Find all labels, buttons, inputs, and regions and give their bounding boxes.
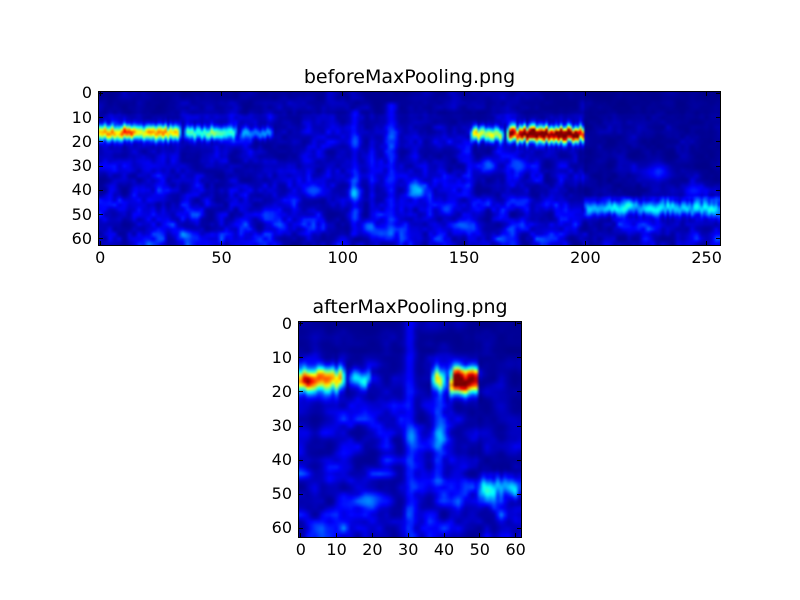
x-tick-label: 0: [295, 540, 306, 559]
y-tick-mark: [99, 189, 103, 191]
y-tick-mark: [517, 527, 521, 529]
x-tick-mark: [584, 241, 586, 245]
y-tick-mark: [299, 323, 303, 325]
y-tick-mark: [716, 165, 720, 167]
heatmap-image-after: [299, 322, 521, 537]
y-tick-label: 40: [71, 180, 92, 200]
x-tick-mark: [342, 92, 344, 96]
x-tick-label: 30: [398, 540, 419, 559]
x-tick-mark: [371, 322, 373, 326]
y-tick-mark: [716, 141, 720, 143]
y-tick-label: 60: [71, 228, 92, 248]
chart-title-before: beforeMaxPooling.png: [303, 66, 516, 88]
x-tick-mark: [342, 241, 344, 245]
y-tick-label: 10: [71, 107, 92, 127]
y-tick-mark: [299, 527, 303, 529]
x-tick-label: 60: [505, 540, 526, 559]
y-tick-mark: [99, 141, 103, 143]
y-tick-mark: [299, 391, 303, 393]
y-tick-mark: [716, 117, 720, 118]
y-tick-label: 30: [71, 156, 92, 176]
x-tick-label: 10: [326, 540, 347, 559]
heatmap-image-before: [99, 92, 720, 245]
y-tick-mark: [716, 238, 720, 240]
x-tick-mark: [584, 92, 586, 96]
x-tick-mark: [99, 92, 101, 96]
x-tick-mark: [336, 322, 338, 326]
x-tick-label: 50: [211, 248, 232, 267]
x-tick-label: 150: [448, 248, 480, 267]
y-tick-mark: [517, 357, 521, 359]
y-tick-mark: [716, 189, 720, 191]
y-tick-label: 20: [271, 381, 292, 401]
x-tick-label: 20: [362, 540, 383, 559]
y-tick-mark: [299, 425, 303, 427]
y-tick-mark: [517, 459, 521, 461]
x-tick-mark: [371, 533, 373, 537]
chart-title-after: afterMaxPooling.png: [312, 296, 508, 318]
x-tick-mark: [479, 533, 481, 537]
y-tick-mark: [299, 357, 303, 359]
x-tick-mark: [515, 322, 517, 326]
axes-box-after: [298, 321, 522, 538]
x-tick-label: 250: [691, 248, 722, 267]
y-tick-mark: [517, 323, 521, 325]
y-tick-mark: [517, 493, 521, 495]
y-tick-mark: [716, 214, 720, 216]
y-tick-label: 40: [271, 450, 292, 470]
x-tick-label: 50: [469, 540, 490, 559]
y-tick-mark: [517, 391, 521, 393]
x-tick-mark: [706, 241, 708, 245]
x-tick-label: 200: [570, 248, 601, 267]
x-tick-mark: [463, 92, 465, 96]
x-tick-mark: [706, 92, 708, 96]
x-tick-mark: [300, 533, 302, 537]
y-tick-label: 20: [71, 131, 92, 151]
y-tick-mark: [299, 459, 303, 461]
y-tick-label: 50: [71, 204, 92, 224]
y-tick-mark: [99, 238, 103, 240]
y-tick-label: 0: [281, 313, 292, 333]
y-tick-mark: [299, 493, 303, 495]
x-tick-mark: [479, 322, 481, 326]
x-tick-mark: [407, 322, 409, 326]
x-tick-mark: [336, 533, 338, 537]
axes-box-before: [98, 91, 721, 246]
y-tick-mark: [99, 165, 103, 167]
x-tick-mark: [443, 533, 445, 537]
y-tick-label: 30: [271, 416, 292, 436]
y-tick-label: 0: [81, 83, 92, 103]
y-tick-mark: [716, 92, 720, 94]
x-tick-mark: [99, 241, 101, 245]
x-tick-mark: [407, 533, 409, 537]
x-tick-mark: [221, 241, 222, 245]
x-tick-mark: [443, 322, 445, 326]
x-tick-label: 100: [327, 248, 359, 267]
y-tick-mark: [99, 214, 103, 216]
y-tick-mark: [99, 92, 103, 94]
y-tick-label: 10: [271, 347, 292, 367]
x-tick-label: 40: [433, 540, 455, 559]
x-tick-mark: [515, 533, 517, 537]
x-tick-label: 0: [95, 248, 106, 267]
y-tick-mark: [99, 117, 103, 118]
x-tick-mark: [221, 92, 222, 96]
y-tick-label: 50: [271, 484, 292, 504]
y-tick-mark: [517, 425, 521, 427]
y-tick-label: 60: [271, 518, 292, 538]
x-tick-mark: [463, 241, 465, 245]
